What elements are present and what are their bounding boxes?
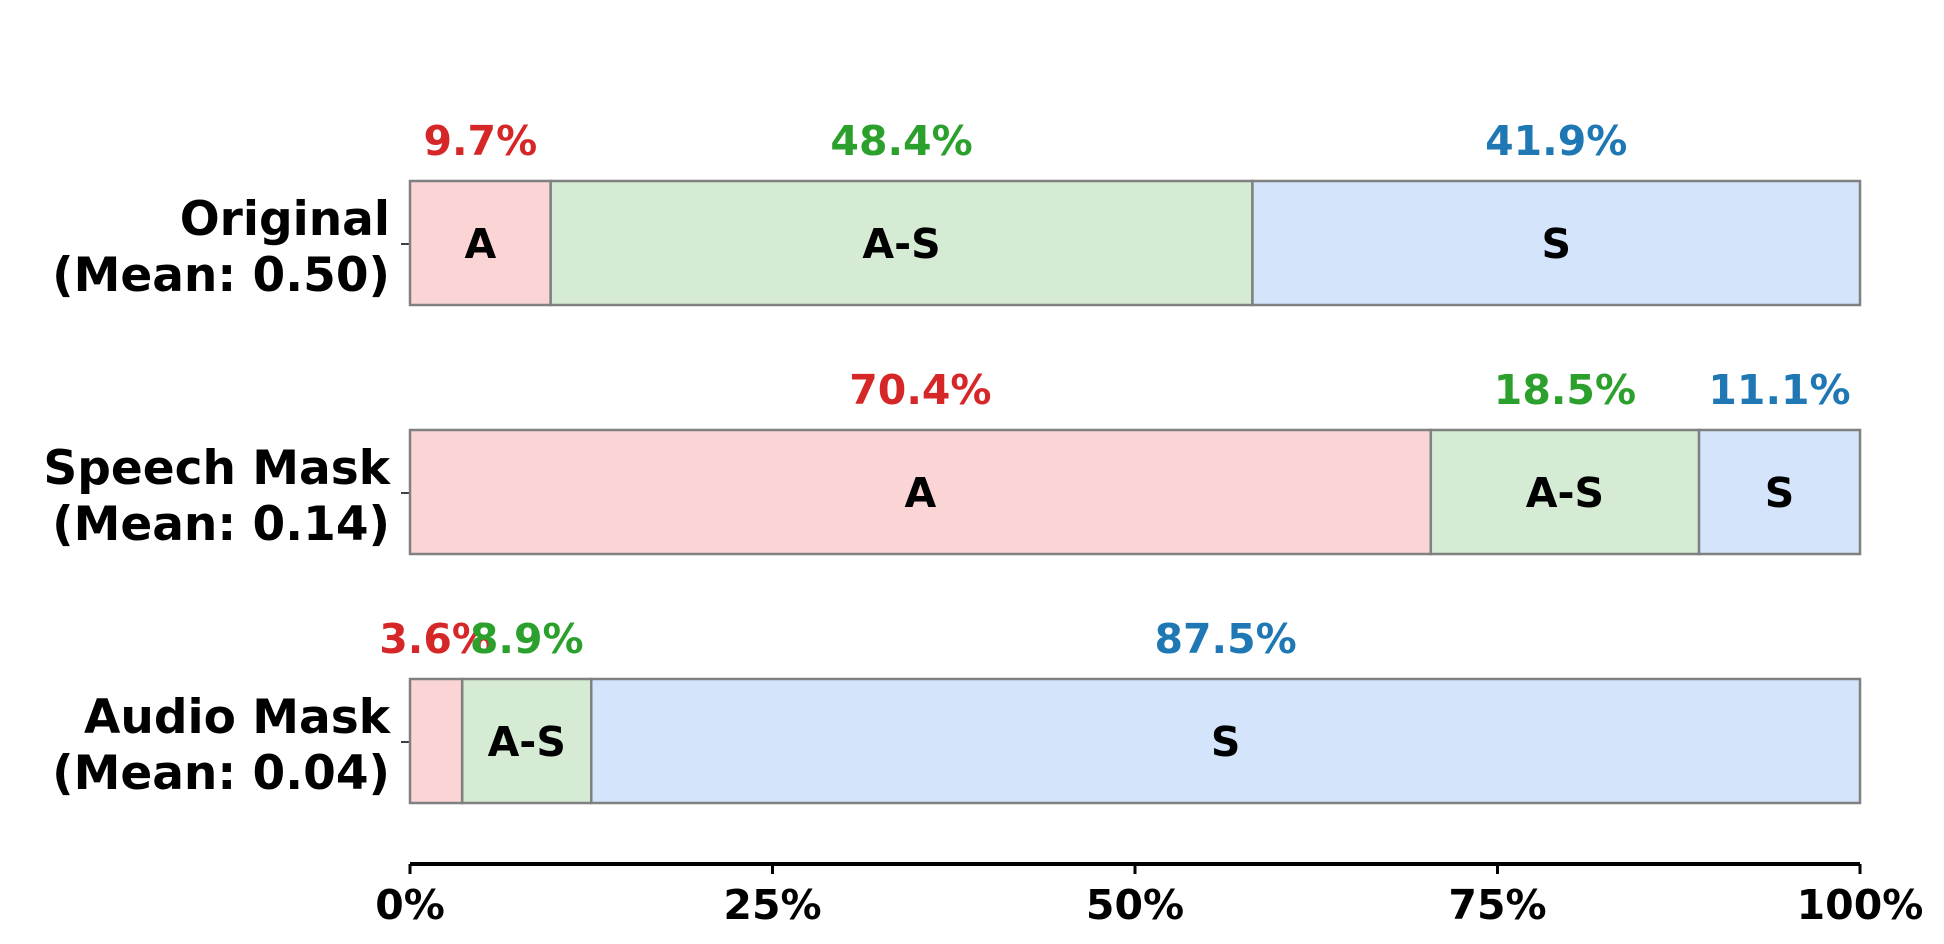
row-label-line2: (Mean: 0.14) [52,497,390,552]
bar-segment-s [1697,428,1862,556]
bars: A A-S S A A-S S A-S S [408,179,1862,805]
x-tick-label: 50% [1086,881,1184,929]
row-label-line1: Speech Mask [43,441,391,496]
segment-label: A [464,220,496,268]
percent-label-a: 9.7% [423,117,537,165]
segment-label: S [1541,220,1571,268]
percent-labels: 9.7% 48.4% 41.9% 70.4% 18.5% 11.1% 3.6%8.9% 87.… [379,117,1850,663]
percent-label-s: 87.5% [1155,615,1297,663]
percent-label-a-s: 48.4% [830,117,972,165]
bar-segment-a [408,677,464,805]
row-label-line2: (Mean: 0.04) [52,746,390,801]
bar-segment-s [1251,179,1862,307]
bar-segment-a [408,428,1433,556]
segment-label: A-S [862,220,940,268]
percent-label-a: 70.4% [849,366,991,414]
x-axis: 0% 25% 50% 75% 100% [375,862,1924,929]
segment-label: A [905,469,937,517]
row-labels: Original(Mean: 0.50)Speech Mask(Mean: 0.… [43,192,409,801]
percent-label-a-s: 8.9% [470,615,584,663]
segment-label: S [1211,718,1241,766]
percent-label-a-s: 18.5% [1494,366,1636,414]
segment-label: A-S [1526,469,1604,517]
percent-label-a: 3.6% [379,615,493,663]
percent-label-s: 41.9% [1485,117,1627,165]
x-tick-label: 100% [1797,881,1924,929]
row-label-line2: (Mean: 0.50) [52,248,390,303]
x-tick-label: 25% [723,881,821,929]
bar-segment-a-s [1429,428,1701,556]
bar-segment-s [590,677,1862,805]
percent-label-s: 11.1% [1708,366,1850,414]
segment-label: A-S [488,718,566,766]
bar-segment-a [408,179,552,307]
row-label-line1: Original [180,192,390,247]
row-label-line1: Audio Mask [84,690,392,745]
bar-segment-a-s [549,179,1254,307]
x-tick-label: 0% [375,881,445,929]
x-tick-label: 75% [1448,881,1546,929]
segment-label: S [1765,469,1795,517]
